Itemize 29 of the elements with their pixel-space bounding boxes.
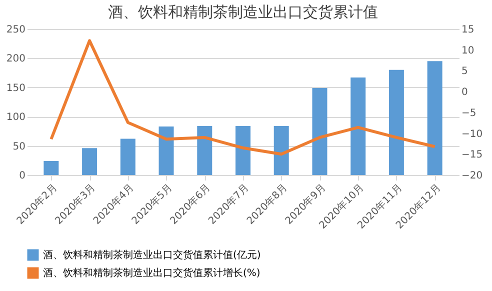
bar [82,148,98,175]
y2-tick-label: −10 [462,128,483,140]
bar [350,77,366,175]
y2-tick-label: 10 [462,45,474,56]
legend-label: 酒、饮料和精制茶制造业出口交货值累计值(亿元) [43,249,261,261]
bar [236,126,250,175]
y-tick-label: 250 [6,24,26,36]
line-series [50,39,436,156]
y2-tick-label: 15 [462,24,474,36]
y2-tick-label: −15 [462,150,483,161]
bar [427,61,442,175]
y-tick-label: 150 [6,82,26,94]
chart-title: 酒、饮料和精制茶制造业出口交货累计值 [108,3,378,21]
bar [274,126,289,175]
y-tick-label: 50 [12,141,26,152]
bar [388,70,404,175]
y-tick-label: 200 [6,54,26,65]
y2-tick-label: −20 [462,170,483,182]
y2-tick-label: 5 [462,66,468,78]
y2-tick-label: −5 [462,108,476,119]
bar [120,138,136,175]
bar [44,160,59,175]
y-tick-label: 100 [6,112,26,124]
legend-label: 酒、饮料和精制茶制造业出口交货值累计增长(%) [43,267,260,279]
bar [197,126,212,175]
bar [312,88,328,175]
bar [158,126,174,175]
y-tick-label: 0 [19,170,26,182]
y2-tick-label: 0 [462,87,468,98]
